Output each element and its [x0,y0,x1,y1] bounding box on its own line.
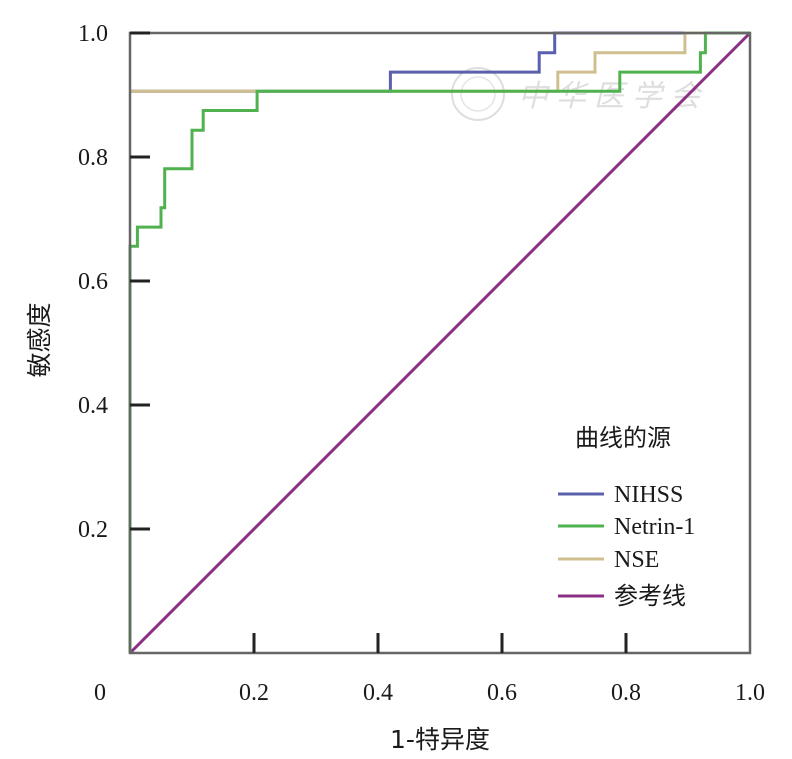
series-line-参考线 [128,31,752,655]
x-tick-label-0.8: 0.8 [611,680,641,706]
legend-label-reference: 参考线 [614,583,686,610]
watermark-seal-inner [460,76,496,112]
legend-title: 曲线的源 [575,424,671,452]
watermark-seal-icon [451,67,505,121]
series-line-NSE [130,31,750,93]
y-tick-label-0.6: 0.6 [78,269,108,295]
series-line-Netrin-1 [128,31,750,653]
ticks-layer [130,31,628,653]
legend-label-nse: NSE [614,547,659,573]
legend-label-netrin: Netrin-1 [614,514,695,540]
series-layer [128,31,752,655]
legend-label-nihss: NIHSS [614,482,683,508]
y-tick-label-0.4: 0.4 [78,393,108,419]
y-tick-label-0.2: 0.2 [78,517,108,543]
x-tick-label-0: 0 [94,680,106,706]
y-axis-title: 敏感度 [25,302,54,377]
x-tick-label-0.2: 0.2 [239,680,269,706]
plot-frame [128,31,752,655]
watermark-text: 中华医学会 [518,79,708,114]
series-line-NIHSS [130,31,750,93]
y-tick-label-0.8: 0.8 [78,145,108,171]
x-axis-title: 1-特异度 [390,725,490,754]
y-tick-label-1.0: 1.0 [78,21,108,47]
legend: 曲线的源 NIHSS Netrin-1 NSE 参考线 [558,424,695,610]
x-tick-label-1.0: 1.0 [735,680,765,706]
watermark: 中华医学会 [451,67,708,121]
x-tick-label-0.4: 0.4 [363,680,393,706]
x-tick-label-0.6: 0.6 [487,680,517,706]
